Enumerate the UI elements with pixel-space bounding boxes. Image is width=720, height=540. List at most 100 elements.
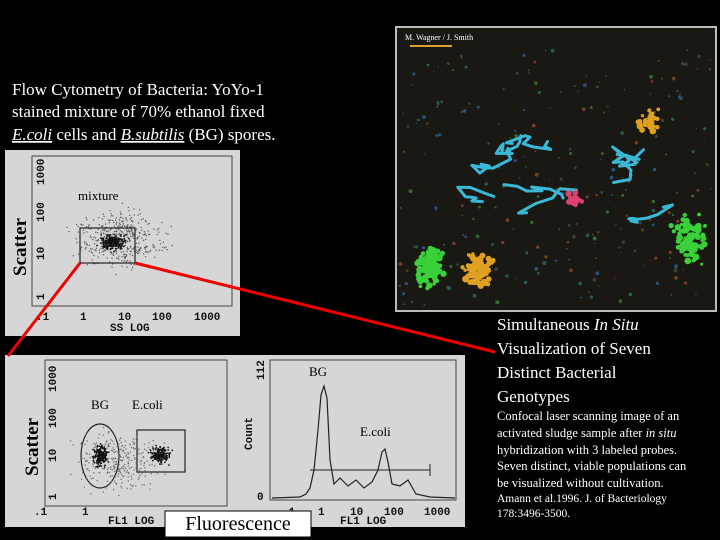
event-dot xyxy=(98,455,100,457)
event-dot xyxy=(132,440,134,443)
speck xyxy=(399,206,402,209)
event-dot xyxy=(127,453,130,455)
event-dot xyxy=(135,229,137,232)
event-dot xyxy=(105,230,107,232)
event-dot xyxy=(102,245,104,248)
speck xyxy=(618,246,621,249)
event-dot xyxy=(96,454,99,456)
event-dot xyxy=(132,438,135,440)
speck xyxy=(498,166,501,169)
event-dot xyxy=(159,455,162,458)
event-dot xyxy=(94,263,96,265)
event-dot xyxy=(128,229,130,231)
event-dot xyxy=(120,456,122,458)
event-dot xyxy=(93,455,95,457)
event-dot xyxy=(107,445,110,447)
speck xyxy=(525,251,529,255)
speck xyxy=(596,85,599,89)
event-dot xyxy=(130,226,133,228)
event-dot xyxy=(133,214,135,216)
event-dot xyxy=(161,249,163,252)
event-dot xyxy=(103,455,106,457)
event-dot xyxy=(106,468,109,470)
speck xyxy=(652,167,657,172)
event-dot xyxy=(131,459,133,462)
event-dot xyxy=(107,239,109,241)
event-dot xyxy=(115,230,117,232)
event-dot xyxy=(92,460,95,463)
event-dot xyxy=(96,461,98,464)
event-dot xyxy=(152,448,154,450)
event-dot xyxy=(157,452,159,454)
event-dot xyxy=(93,462,96,464)
speck xyxy=(642,264,645,266)
event-dot xyxy=(121,202,124,204)
event-dot xyxy=(105,453,107,455)
cell-cluster xyxy=(686,236,694,243)
event-dot xyxy=(126,226,129,228)
event-dot xyxy=(150,473,152,475)
speck xyxy=(657,59,660,62)
event-dot xyxy=(119,470,121,472)
event-dot xyxy=(93,449,96,451)
reference-line: Amann et al.1996. J. of Bacteriology xyxy=(497,493,667,505)
event-dot xyxy=(91,248,93,250)
event-dot xyxy=(112,247,114,249)
event-dot xyxy=(120,485,122,487)
event-dot xyxy=(125,229,127,231)
cell-cluster xyxy=(474,272,482,279)
event-dot xyxy=(106,480,109,482)
event-dot xyxy=(136,444,138,446)
event-dot xyxy=(151,456,154,459)
event-dot xyxy=(113,237,115,240)
event-dot xyxy=(106,472,108,474)
event-dot xyxy=(148,234,150,236)
event-dot xyxy=(85,247,87,249)
speck xyxy=(600,191,603,194)
event-dot xyxy=(108,471,110,474)
event-dot xyxy=(105,458,107,461)
event-dot xyxy=(127,452,129,454)
event-dot xyxy=(157,459,159,462)
speck xyxy=(694,172,696,175)
event-dot xyxy=(115,247,117,250)
event-dot xyxy=(130,236,132,238)
event-dot xyxy=(95,455,97,458)
event-dot xyxy=(124,253,126,255)
event-dot xyxy=(151,459,154,462)
speck xyxy=(476,105,480,109)
speck xyxy=(528,72,530,75)
gate xyxy=(79,227,136,264)
event-dot xyxy=(139,474,141,477)
speck xyxy=(615,206,617,208)
cell-cluster xyxy=(676,234,684,242)
event-dot xyxy=(136,237,139,239)
event-dot xyxy=(119,243,121,245)
plot-frame xyxy=(44,359,228,507)
event-dot xyxy=(168,455,171,457)
event-dot xyxy=(138,248,141,251)
event-dot xyxy=(110,213,112,215)
event-dot xyxy=(99,457,102,460)
event-dot xyxy=(103,449,106,452)
event-dot xyxy=(132,225,134,227)
speck xyxy=(423,153,426,155)
event-dot xyxy=(104,249,106,252)
speck xyxy=(573,85,576,88)
event-dot xyxy=(149,483,151,485)
event-dot xyxy=(105,487,107,489)
cell-cluster xyxy=(469,278,476,284)
event-dot xyxy=(96,465,99,467)
event-dot xyxy=(132,234,135,236)
event-dot xyxy=(132,237,135,239)
event-dot xyxy=(68,231,70,233)
speck xyxy=(709,58,712,61)
event-dot xyxy=(99,448,101,450)
speck xyxy=(464,65,468,69)
speck xyxy=(674,276,678,280)
speck xyxy=(611,167,616,172)
filament xyxy=(615,148,645,168)
event-dot xyxy=(94,446,96,448)
event-dot xyxy=(102,460,105,463)
